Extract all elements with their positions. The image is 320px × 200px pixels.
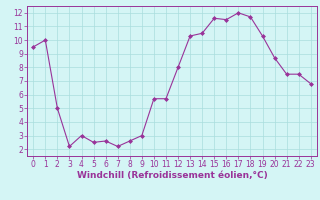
X-axis label: Windchill (Refroidissement éolien,°C): Windchill (Refroidissement éolien,°C) (76, 171, 268, 180)
